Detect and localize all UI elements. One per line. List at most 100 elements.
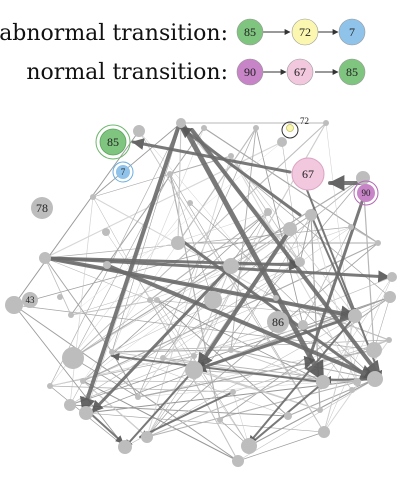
graph-edge xyxy=(92,122,182,198)
graph-node xyxy=(264,208,272,216)
legend-node-abnormal-1 xyxy=(291,18,319,46)
graph-node xyxy=(147,297,153,303)
legend-label-abnormal-1: 72 xyxy=(299,25,311,39)
graph-edge xyxy=(149,299,356,317)
graph-node xyxy=(167,171,173,177)
graph-node xyxy=(305,209,317,221)
legend-node-abnormal-0 xyxy=(236,18,264,46)
graph-edge xyxy=(237,431,325,462)
node-90 xyxy=(357,184,375,202)
abnormal-transition-label: abnormal transition: xyxy=(0,21,228,46)
graph-node xyxy=(356,171,370,185)
graph-node xyxy=(135,394,141,400)
legend-label-abnormal-2: 7 xyxy=(349,25,355,39)
graph-edge xyxy=(255,127,304,326)
graph-node xyxy=(284,412,292,420)
graph-node xyxy=(230,389,236,395)
transition-edge xyxy=(193,314,357,373)
graph-edge xyxy=(92,173,171,198)
graph-node xyxy=(253,125,259,131)
graph-edge xyxy=(111,351,289,417)
graph-edge xyxy=(49,122,182,387)
legend-label-normal-1: 67 xyxy=(294,65,306,79)
graph-edge xyxy=(322,276,393,383)
graph-node xyxy=(367,371,383,387)
graph-edge xyxy=(287,378,376,417)
transition-network: 85 7 72 67 90 78 43 86 xyxy=(5,116,397,467)
legend-node-normal-1 xyxy=(286,58,314,86)
transition-edge xyxy=(124,369,195,448)
transition-edge xyxy=(180,122,326,383)
graph-node xyxy=(228,153,234,159)
graph-edge xyxy=(70,299,158,316)
node-90-label: 90 xyxy=(362,188,372,198)
graph-node xyxy=(316,375,330,389)
graph-edge xyxy=(44,257,151,301)
node-86 xyxy=(267,311,289,333)
graph-edge xyxy=(111,122,182,353)
graph-edge xyxy=(82,242,179,382)
node-72-ring xyxy=(281,121,299,139)
graph-edge xyxy=(299,214,312,263)
graph-edge xyxy=(230,155,356,317)
graph-edge xyxy=(138,130,325,433)
node-43-label: 43 xyxy=(26,295,36,305)
transition-edge xyxy=(178,125,302,217)
graph-edge xyxy=(92,196,151,301)
graph-edge xyxy=(162,211,269,359)
graph-node xyxy=(79,406,93,420)
graph-edge xyxy=(49,355,195,387)
graph-node xyxy=(64,399,76,411)
graph-node xyxy=(228,347,234,353)
graph-node xyxy=(154,297,160,303)
graph-node xyxy=(191,353,197,359)
legend-node-abnormal-2 xyxy=(338,18,366,46)
graph-node xyxy=(366,342,382,358)
transition-edge xyxy=(104,263,377,380)
graph-node xyxy=(348,224,354,230)
graph-edge xyxy=(137,381,324,398)
node-43 xyxy=(22,292,38,308)
graph-edge xyxy=(193,369,321,411)
node-85 xyxy=(99,128,127,156)
highlighted-nodes: 85 7 72 67 90 78 43 86 xyxy=(22,116,379,333)
graph-edge xyxy=(72,299,158,359)
graph-node xyxy=(349,387,355,393)
graph-node xyxy=(273,295,279,301)
graph-edge xyxy=(350,226,379,244)
graph-edge xyxy=(70,265,232,316)
graph-edge xyxy=(72,357,139,398)
graph-node xyxy=(201,125,207,131)
graph-node xyxy=(133,125,145,137)
graph-node xyxy=(353,378,361,386)
graph-node xyxy=(232,455,244,467)
graph-node xyxy=(317,407,323,413)
graph-edge xyxy=(310,214,358,383)
node-72-label: 72 xyxy=(300,116,309,126)
legend-label-abnormal-0: 85 xyxy=(244,25,256,39)
legend-node-normal-0 xyxy=(236,58,264,86)
graph-node xyxy=(217,417,223,423)
graph-node xyxy=(241,438,257,454)
graph-node xyxy=(295,257,305,267)
normal-sequence: 90 67 85 xyxy=(236,58,366,86)
graph-node xyxy=(5,296,23,314)
graph-edge xyxy=(281,141,301,263)
graph-node xyxy=(62,347,84,369)
legend-label-normal-0: 90 xyxy=(244,65,256,79)
transition-edge xyxy=(323,375,376,384)
legend-label-normal-2: 85 xyxy=(346,65,358,79)
graph-edge xyxy=(82,228,291,382)
graph-node xyxy=(141,431,153,443)
node-85-ring xyxy=(95,124,131,160)
graph-edge xyxy=(189,202,376,380)
node-7 xyxy=(116,165,130,179)
graph-edge xyxy=(323,276,393,433)
node-67 xyxy=(291,157,325,191)
graph-edge xyxy=(212,177,364,301)
transition-edge xyxy=(131,138,292,174)
graph-edge xyxy=(13,304,126,448)
graph-edge xyxy=(69,276,393,406)
transition-edge xyxy=(190,128,382,378)
